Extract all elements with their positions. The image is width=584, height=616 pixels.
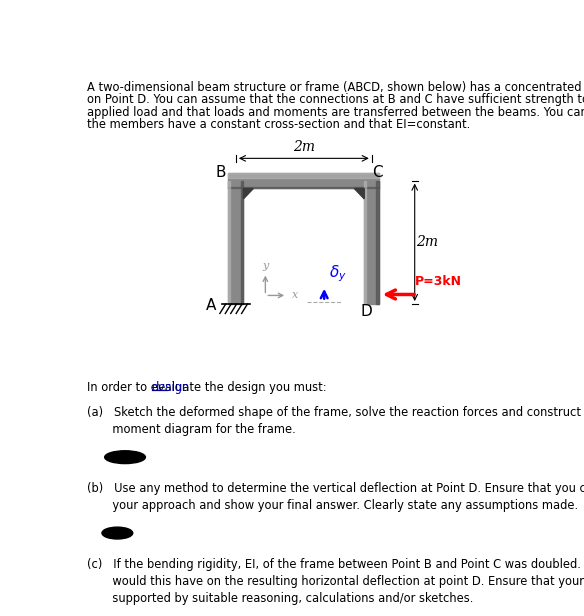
Ellipse shape [105, 451, 145, 464]
Text: (c)   If the bending rigidity, EI, of the frame between Point B and Point C was : (c) If the bending rigidity, EI, of the … [86, 557, 584, 605]
Text: y: y [263, 261, 269, 271]
Text: P=3kN: P=3kN [415, 275, 462, 288]
Text: D: D [360, 304, 372, 318]
Text: on Point D. You can assume that the connections at B and C have sufficient stren: on Point D. You can assume that the conn… [86, 94, 584, 107]
Text: x: x [291, 290, 298, 300]
Text: design: design [152, 381, 190, 394]
Text: A two-dimensional beam structure or frame (ABCD, shown below) has a concentrated: A two-dimensional beam structure or fram… [86, 81, 584, 94]
Text: 2m: 2m [293, 140, 315, 153]
Ellipse shape [102, 527, 133, 539]
Text: (b)   Use any method to determine the vertical deflection at Point D. Ensure tha: (b) Use any method to determine the vert… [86, 482, 584, 512]
Text: applied load and that loads and moments are transferred between the beams. You c: applied load and that loads and moments … [86, 106, 584, 119]
Text: In order to evaluate the design you must:: In order to evaluate the design you must… [86, 381, 326, 394]
Text: $\delta_y$: $\delta_y$ [329, 264, 346, 284]
Text: the members have a constant cross-section and that EI=constant.: the members have a constant cross-sectio… [86, 118, 470, 131]
Bar [228, 173, 379, 178]
Text: B: B [215, 165, 226, 180]
Bar [364, 180, 366, 304]
Text: A: A [206, 298, 216, 313]
Bar [228, 180, 244, 304]
Bar [241, 180, 244, 304]
Polygon shape [244, 188, 253, 199]
Bar [377, 180, 379, 304]
Text: C: C [372, 165, 383, 180]
Text: 2m: 2m [416, 235, 439, 249]
Bar [228, 187, 379, 188]
Bar [228, 180, 230, 304]
Bar [364, 180, 379, 304]
Polygon shape [354, 188, 364, 199]
Text: (a)   Sketch the deformed shape of the frame, solve the reaction forces and cons: (a) Sketch the deformed shape of the fra… [86, 406, 584, 436]
Bar [228, 173, 379, 188]
